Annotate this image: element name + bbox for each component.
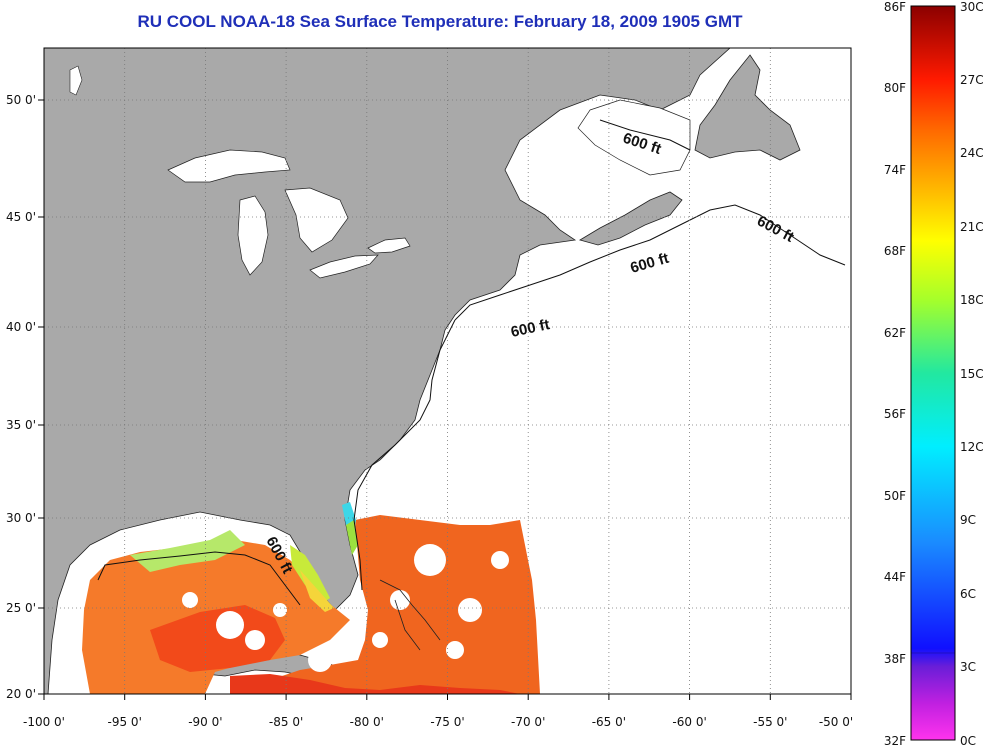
fahrenheit-label: 38F <box>884 652 906 666</box>
celsius-label: 0C <box>960 734 976 748</box>
celsius-label: 3C <box>960 660 976 674</box>
sst-gulf-shelf-yellow <box>300 570 334 612</box>
fahrenheit-label: 62F <box>884 326 906 340</box>
land-nova-scotia <box>578 191 683 246</box>
lon-label: -75 0' <box>430 715 464 729</box>
colorbar-fahrenheit-labels: 86F 80F 74F 68F 62F 56F 50F 44F 38F 32F <box>884 0 906 748</box>
isobath-600ft-gulfstream <box>599 119 691 151</box>
isobath-600ft-southeast <box>353 319 456 591</box>
lake-superior <box>167 149 291 183</box>
tick-marks <box>38 99 852 700</box>
lat-label: 30 0' <box>6 511 36 525</box>
celsius-label: 24C <box>960 146 984 160</box>
fahrenheit-label: 44F <box>884 570 906 584</box>
colorbar-celsius-labels: 30C 27C 24C 21C 18C 15C 12C 9C 6C 3C 0C <box>960 0 984 748</box>
lake-ontario <box>367 237 411 254</box>
lon-label: -70 0' <box>511 715 545 729</box>
lon-label: -85 0' <box>269 715 303 729</box>
lon-label: -90 0' <box>188 715 222 729</box>
lake-michigan <box>237 195 269 276</box>
lon-label: -95 0' <box>108 715 142 729</box>
celsius-label: 9C <box>960 513 976 527</box>
lake-erie <box>309 254 379 279</box>
map-title: RU COOL NOAA-18 Sea Surface Temperature:… <box>137 12 743 31</box>
fahrenheit-label: 68F <box>884 244 906 258</box>
colorbar-ramp <box>910 5 956 741</box>
lake-winnipeg-region <box>69 65 83 96</box>
land-bahamas <box>379 579 441 651</box>
celsius-label: 15C <box>960 367 984 381</box>
isobath-600ft-gulf <box>97 551 301 606</box>
lon-label: -65 0' <box>592 715 626 729</box>
celsius-label: 27C <box>960 73 984 87</box>
lat-label: 20 0' <box>6 687 36 701</box>
isobath-600ft-northeast <box>454 204 846 321</box>
celsius-label: 30C <box>960 0 984 14</box>
sst-gulf-warm-core <box>150 605 285 672</box>
lat-label: 50 0' <box>6 93 36 107</box>
graticule <box>44 48 851 694</box>
lat-label: 35 0' <box>6 418 36 432</box>
lat-label: 40 0' <box>6 320 36 334</box>
celsius-label: 6C <box>960 587 976 601</box>
celsius-label: 21C <box>960 220 984 234</box>
lake-huron <box>284 187 349 253</box>
sst-louisiana-shelf <box>130 530 245 572</box>
land-north-america <box>44 48 731 694</box>
longitude-labels: -100 0' -95 0' -90 0' -85 0' -80 0' -75 … <box>23 715 853 729</box>
lon-label: -60 0' <box>672 715 706 729</box>
fahrenheit-label: 56F <box>884 407 906 421</box>
lat-label: 25 0' <box>6 601 36 615</box>
fahrenheit-label: 80F <box>884 81 906 95</box>
fahrenheit-label: 50F <box>884 489 906 503</box>
lon-label: -80 0' <box>350 715 384 729</box>
lat-label: 45 0' <box>6 210 36 224</box>
celsius-label: 18C <box>960 293 984 307</box>
latitude-labels: 50 0' 45 0' 40 0' 35 0' 30 0' 25 0' 20 0… <box>6 93 36 701</box>
lon-label: -55 0' <box>753 715 787 729</box>
lon-label: -50 0' <box>819 715 853 729</box>
fahrenheit-label: 74F <box>884 163 906 177</box>
gulf-of-st-lawrence <box>577 99 691 176</box>
sst-gulf-shelf-green <box>290 545 330 605</box>
celsius-label: 12C <box>960 440 984 454</box>
cloud-speckles <box>182 544 509 672</box>
lon-label: -100 0' <box>23 715 65 729</box>
fahrenheit-label: 32F <box>884 734 906 748</box>
fahrenheit-label: 86F <box>884 0 906 14</box>
